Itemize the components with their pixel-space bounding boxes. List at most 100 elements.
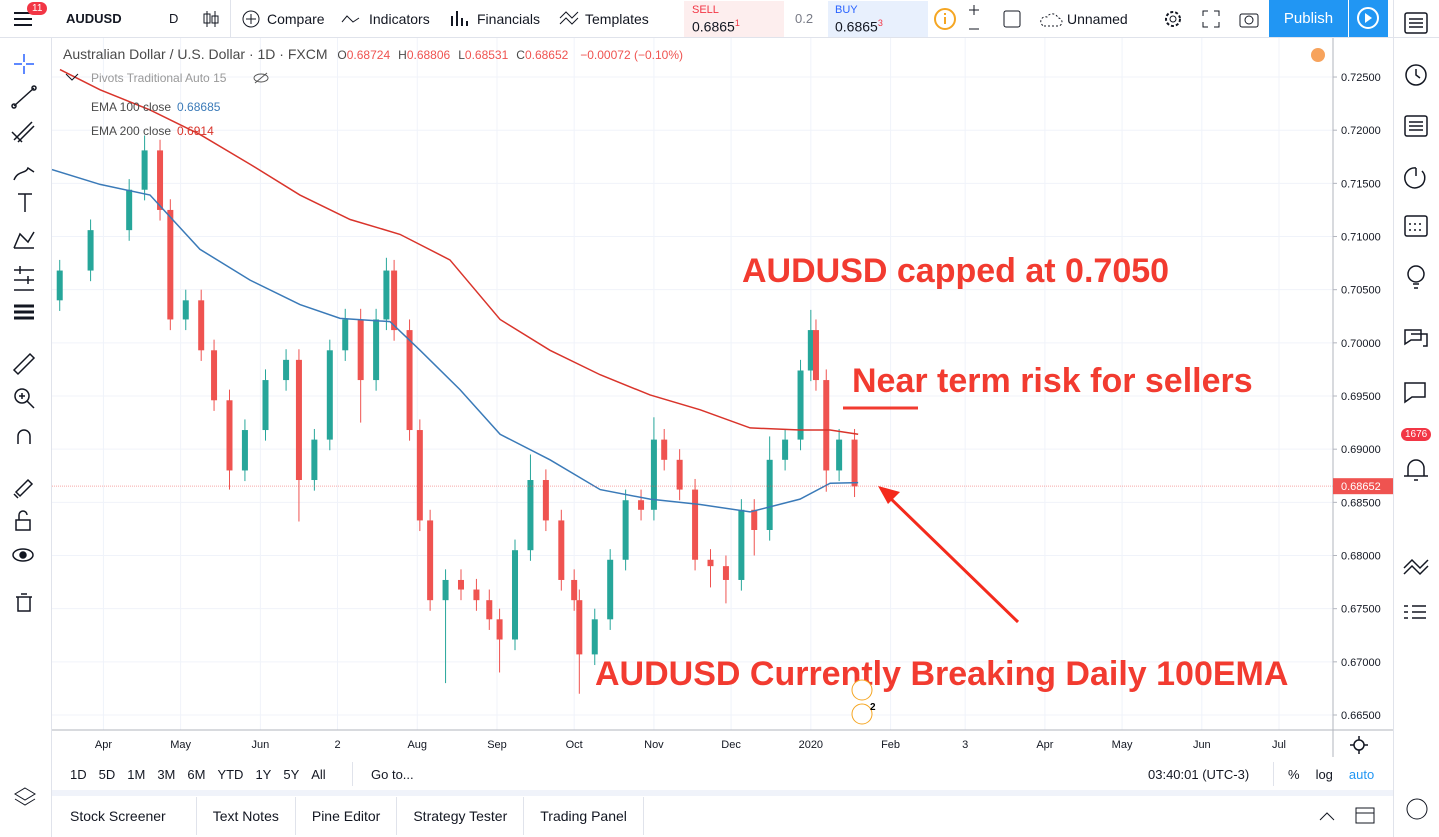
candle-body[interactable] bbox=[87, 230, 94, 271]
candle-body[interactable] bbox=[782, 439, 789, 460]
scale-option[interactable]: % bbox=[1288, 767, 1300, 782]
scale-option[interactable]: auto bbox=[1348, 767, 1375, 782]
snapshot-icon[interactable] bbox=[1238, 9, 1260, 29]
fullscreen-icon[interactable] bbox=[1201, 9, 1221, 29]
candle-body[interactable] bbox=[766, 459, 773, 530]
candle-body[interactable] bbox=[692, 489, 699, 560]
panel-tab[interactable]: Strategy Tester bbox=[397, 797, 525, 835]
range-button[interactable]: 1Y bbox=[255, 767, 272, 782]
candle-body[interactable] bbox=[416, 430, 423, 521]
candle-body[interactable] bbox=[622, 500, 629, 560]
candle-body[interactable] bbox=[157, 150, 164, 210]
candle-body[interactable] bbox=[126, 189, 133, 231]
candle-body[interactable] bbox=[295, 359, 302, 481]
cloud-icon[interactable] bbox=[1038, 10, 1064, 28]
compare-icon[interactable] bbox=[241, 9, 261, 29]
candle-body[interactable] bbox=[473, 589, 480, 601]
layout-name[interactable]: Unnamed bbox=[1067, 11, 1128, 27]
chart-style-icon[interactable] bbox=[202, 9, 220, 29]
candle-body[interactable] bbox=[707, 559, 714, 567]
symbol[interactable]: AUDUSD bbox=[66, 11, 122, 26]
publish-button[interactable]: Publish bbox=[1269, 0, 1348, 37]
financials-button[interactable]: Financials bbox=[477, 11, 541, 27]
candle-body[interactable] bbox=[383, 270, 390, 320]
candle-body[interactable] bbox=[427, 520, 434, 601]
templates-icon[interactable] bbox=[558, 8, 580, 28]
candle-body[interactable] bbox=[751, 509, 758, 530]
panel-tab[interactable]: Trading Panel bbox=[524, 797, 644, 835]
candle-body[interactable] bbox=[486, 600, 493, 620]
candle-body[interactable] bbox=[591, 619, 598, 655]
rect-icon[interactable] bbox=[1002, 9, 1022, 29]
candle-body[interactable] bbox=[576, 600, 583, 655]
candle-body[interactable] bbox=[823, 380, 830, 471]
panel-tab[interactable]: Text Notes bbox=[197, 797, 296, 835]
hidden-icon[interactable] bbox=[252, 71, 270, 85]
warning-icon[interactable] bbox=[1310, 47, 1326, 63]
candle-body[interactable] bbox=[311, 439, 318, 481]
candle-body[interactable] bbox=[241, 430, 248, 471]
range-button[interactable]: 5Y bbox=[283, 767, 300, 782]
range-button[interactable]: 3M bbox=[157, 767, 176, 782]
panel-controls[interactable] bbox=[1318, 806, 1378, 826]
play-button[interactable] bbox=[1349, 0, 1388, 37]
axis-settings[interactable] bbox=[1350, 736, 1368, 754]
candle-body[interactable] bbox=[807, 330, 814, 371]
goto[interactable]: Go to... bbox=[371, 767, 414, 782]
financials-icon[interactable] bbox=[449, 8, 471, 28]
collapse-icon[interactable] bbox=[62, 70, 84, 84]
widget-icons[interactable] bbox=[1400, 8, 1432, 628]
candle-body[interactable] bbox=[141, 150, 148, 190]
candle-body[interactable] bbox=[527, 480, 534, 551]
indicators-button[interactable]: Indicators bbox=[369, 11, 430, 27]
panel-tab[interactable]: Pine Editor bbox=[296, 797, 398, 835]
range-button[interactable]: 6M bbox=[187, 767, 206, 782]
candle-body[interactable] bbox=[373, 319, 380, 381]
candle-body[interactable] bbox=[738, 509, 745, 580]
buy-panel[interactable]: BUY 0.68653 bbox=[828, 1, 928, 37]
candle-body[interactable] bbox=[342, 319, 349, 351]
candle-body[interactable] bbox=[391, 270, 398, 331]
interval[interactable]: D bbox=[169, 11, 179, 26]
zoom-buttons[interactable] bbox=[966, 2, 982, 36]
candle-body[interactable] bbox=[676, 459, 683, 490]
candle-body[interactable] bbox=[571, 579, 578, 601]
candle-body[interactable] bbox=[851, 439, 858, 487]
sell-panel[interactable]: SELL 0.68651 bbox=[684, 1, 784, 37]
candle-body[interactable] bbox=[226, 400, 233, 471]
candle-body[interactable] bbox=[182, 300, 189, 320]
candle-body[interactable] bbox=[357, 319, 364, 381]
candle-body[interactable] bbox=[797, 370, 804, 440]
compare-button[interactable]: Compare bbox=[267, 11, 325, 27]
bitcoin-icon[interactable] bbox=[1404, 796, 1430, 822]
range-button[interactable]: 1D bbox=[70, 767, 87, 782]
info-icon[interactable] bbox=[933, 7, 957, 31]
candle-body[interactable] bbox=[722, 566, 729, 580]
indicators-icon[interactable] bbox=[340, 10, 364, 28]
candle-body[interactable] bbox=[56, 270, 63, 301]
templates-button[interactable]: Templates bbox=[585, 11, 649, 27]
candle-body[interactable] bbox=[638, 500, 645, 510]
candle-body[interactable] bbox=[198, 300, 205, 351]
panel-tab[interactable]: Stock Screener bbox=[57, 797, 197, 835]
candle-body[interactable] bbox=[812, 330, 819, 381]
settings-icon[interactable] bbox=[1162, 8, 1184, 30]
candle-body[interactable] bbox=[558, 520, 565, 580]
candle-body[interactable] bbox=[167, 209, 174, 320]
candle-body[interactable] bbox=[650, 439, 657, 510]
candle-body[interactable] bbox=[661, 439, 668, 460]
candle-body[interactable] bbox=[496, 619, 503, 640]
event-flag[interactable] bbox=[851, 679, 873, 701]
candle-body[interactable] bbox=[607, 559, 614, 620]
candle-body[interactable] bbox=[457, 579, 464, 590]
range-button[interactable]: All bbox=[311, 767, 326, 782]
candle-body[interactable] bbox=[406, 330, 413, 431]
candle-body[interactable] bbox=[283, 359, 290, 381]
candle-body[interactable] bbox=[211, 350, 218, 401]
range-button[interactable]: 5D bbox=[98, 767, 116, 782]
range-button[interactable]: YTD bbox=[217, 767, 244, 782]
candle-body[interactable] bbox=[326, 350, 333, 440]
layers-icon[interactable] bbox=[12, 786, 38, 808]
range-button[interactable]: 1M bbox=[127, 767, 146, 782]
scale-option[interactable]: log bbox=[1315, 767, 1333, 782]
